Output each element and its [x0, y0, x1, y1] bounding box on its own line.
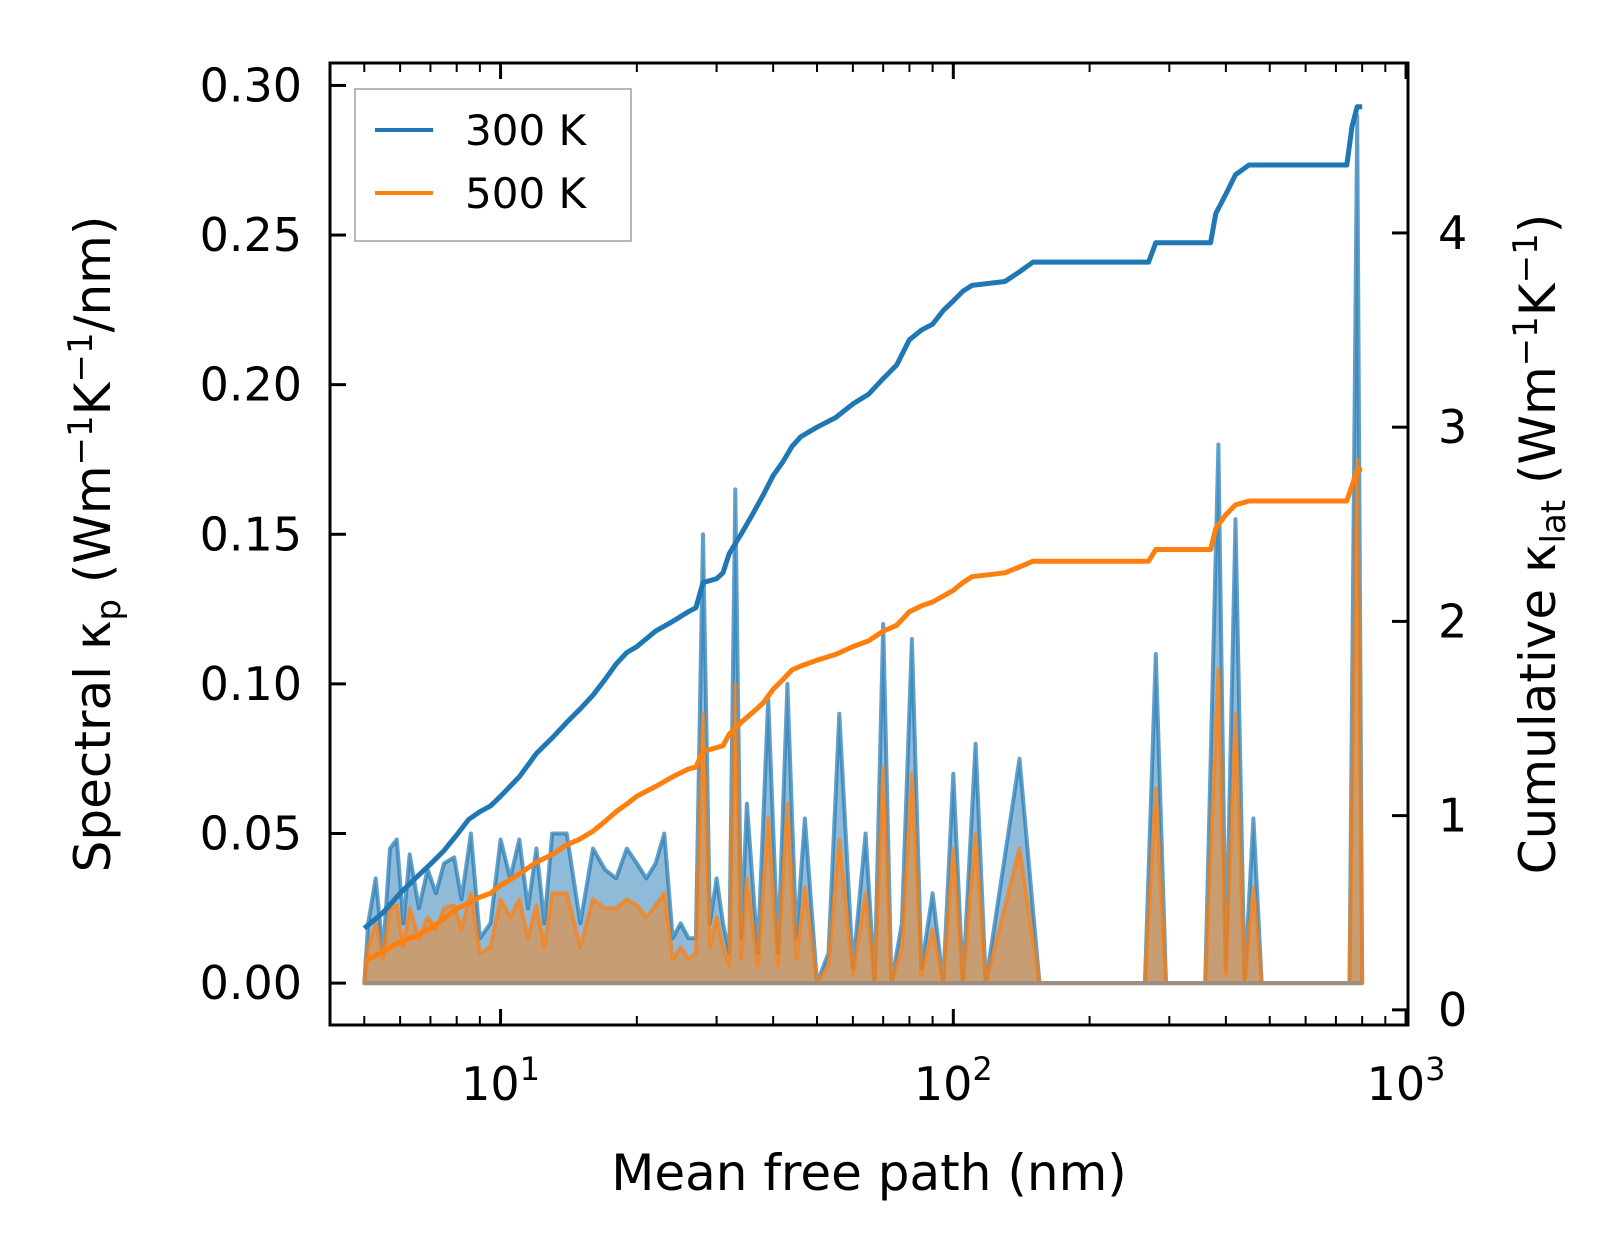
x-tick-label: 103: [1367, 1050, 1446, 1111]
legend-box: [354, 88, 632, 242]
y2-tick-label: 2: [1438, 594, 1467, 648]
y2-tick-label: 4: [1438, 206, 1467, 260]
cumulative-line-300k: [362, 104, 1363, 931]
x-tick-label: 101: [461, 1050, 540, 1111]
y2-axis-title: Cumulative κlat (Wm−1K−1): [1506, 214, 1574, 874]
x-axis-title: Mean free path (nm): [611, 1144, 1127, 1202]
y-tick-label: 0.25: [200, 208, 302, 262]
cumulative-line-layer: [362, 104, 1363, 964]
legend-label-500k: 500 K: [465, 169, 588, 218]
y-tick-label: 0.20: [200, 358, 302, 412]
y2-tick-label: 1: [1438, 789, 1467, 843]
y-tick-label: 0.05: [200, 806, 302, 860]
spectral-fill-layer: [362, 113, 1365, 986]
tick-layer: 101 102 103 0.00 0.05 0.10 0.15 0.20 0.25 0.30 0 1 2…: [200, 58, 1468, 1111]
y-tick-label: 0.00: [200, 956, 302, 1010]
legend-label-300k: 300 K: [465, 106, 588, 155]
x-tick-label: 102: [914, 1050, 993, 1111]
cumulative-line-500k: [363, 467, 1363, 964]
y-tick-label: 0.30: [200, 58, 302, 112]
y-tick-label: 0.15: [200, 507, 302, 561]
y-axis-title: Spectral κp (Wm−1K−1/nm): [61, 216, 129, 873]
y2-tick-label: 3: [1438, 400, 1467, 454]
y-tick-label: 0.10: [200, 657, 302, 711]
y2-tick-label: 0: [1438, 983, 1467, 1037]
legend: 300 K 500 K: [354, 88, 632, 242]
plot-frame: [328, 61, 1410, 1027]
